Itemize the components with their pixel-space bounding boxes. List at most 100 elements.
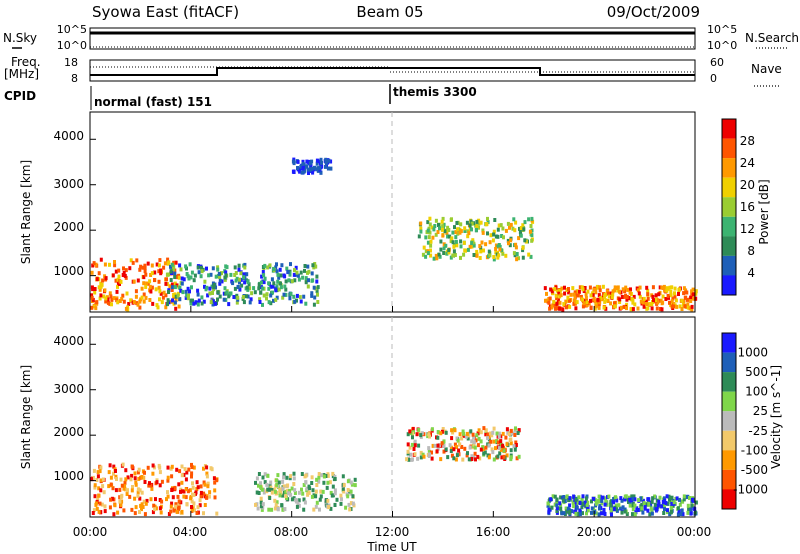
echo-cell [619,496,623,501]
echo-cell [179,487,183,492]
echo-cell [211,291,214,295]
echo-cell [648,302,652,306]
echo-cell [487,249,491,254]
echo-cell [154,287,158,292]
echo-cell [494,247,498,251]
freq-tick-low: 8 [71,72,78,85]
echo-cell [450,436,454,441]
echo-cell [474,457,477,462]
echo-cell [95,506,99,511]
echo-cell [154,497,157,502]
echo-cell [157,463,161,468]
echo-cell [575,300,579,305]
echo-cell [176,506,180,511]
echo-cell [149,483,153,488]
echo-cell [637,291,641,296]
echo-cell [229,291,233,296]
echo-cell [586,500,590,505]
echo-cell [325,160,329,165]
echo-cell [315,158,319,163]
echo-cell [324,164,327,169]
echo-cell [213,488,217,493]
echo-cell [110,302,113,307]
echo-cell [184,295,188,300]
echo-cell [614,503,618,508]
echo-cell [170,262,174,267]
echo-cell [678,304,682,309]
echo-cell [242,272,246,277]
echo-cell [688,496,691,500]
echo-cell [192,278,196,283]
echo-cell [150,263,154,268]
echo-cell [668,285,672,290]
echo-cell [335,497,339,502]
echo-cell [149,289,153,294]
echo-cell [309,164,313,168]
echo-cell [190,462,193,467]
echo-cell [290,279,294,284]
echo-cell [175,467,179,472]
echo-cell [420,431,424,436]
echo-cell [313,295,317,300]
echo-cell [231,281,235,286]
echo-cell [413,443,417,448]
echo-cell [449,449,453,453]
echo-cell [436,446,440,451]
echo-cell [528,229,532,234]
echo-cell [195,300,199,305]
echo-cell [287,491,291,496]
echo-cell [641,510,645,515]
echo-cell [280,503,284,508]
echo-cell [160,479,164,484]
echo-cell [95,300,99,305]
echo-cell [550,289,554,294]
echo-cell [259,481,262,486]
echo-cell [133,511,137,516]
echo-cell [632,494,636,499]
echo-cell [445,230,449,235]
echo-cell [441,224,445,229]
echo-cell [596,499,600,504]
colorbar-tick-label: 500 [745,365,768,379]
echo-cell [568,510,572,515]
echo-cell [184,477,188,482]
echo-cell [547,507,551,512]
echo-cell [479,430,483,435]
echo-cell [229,272,233,277]
echo-cell [270,507,274,512]
echo-cell [452,456,456,461]
echo-cell [208,286,212,291]
echo-cell [259,290,263,295]
echo-cell [686,503,690,508]
echo-cell [300,487,303,492]
echo-cell [486,216,489,221]
echo-cell [616,288,620,293]
echo-cell [623,496,627,501]
echo-cell [310,494,314,499]
echo-cell [192,501,196,506]
echo-cell [295,293,299,298]
echo-cell [171,298,174,303]
echo-cell [293,491,297,495]
echo-cell [166,302,169,307]
echo-cell [316,285,320,290]
echo-cell [267,507,271,512]
echo-cell [574,511,578,516]
echo-cell [558,306,562,311]
echo-cell [133,496,137,501]
echo-cell [494,250,498,255]
echo-cell [130,507,134,512]
echo-cell [143,265,147,270]
echo-cell [92,261,96,266]
echo-cell [460,445,464,449]
echo-cell [492,232,496,237]
echo-cell [501,251,505,256]
echo-cell [279,281,282,286]
echo-cell [430,456,434,461]
echo-cell [631,300,635,305]
echo-cell [665,286,669,291]
echo-cell [208,291,212,296]
echo-cell [279,491,283,496]
echo-cell [324,157,328,162]
